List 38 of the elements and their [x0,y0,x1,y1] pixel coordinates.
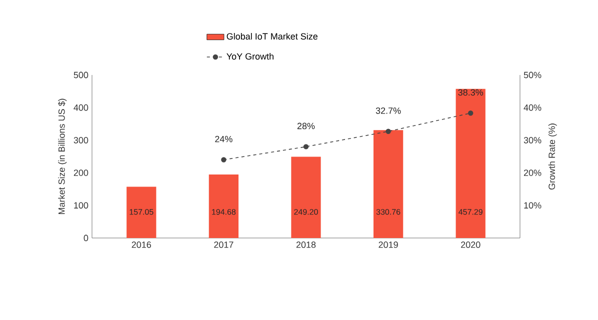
data-label: 457.29 [458,209,482,215]
point [468,110,474,116]
point [386,128,391,134]
y2-tick-label: 20% [524,170,542,176]
x-tick-label: 2018 [296,242,316,248]
data-label: 157.05 [130,209,154,215]
point [221,157,226,162]
y2-axis-title: Growth Rate (%) [548,124,557,190]
y-tick-label: 200 [74,170,88,176]
data-label: 249.20 [294,209,318,215]
x-tick-label: 2016 [132,242,151,248]
bar [456,88,486,238]
y-tick-label: 100 [74,202,88,209]
data-label: 38.3% [458,89,484,96]
bar [208,174,239,238]
data-label: 330.76 [376,209,400,215]
data-label: 24% [215,136,232,142]
y2-tick-label: 30% [524,137,542,144]
y2-tick-label: 40% [524,104,542,111]
data-label: 194.68 [212,209,236,215]
x-tick-label: 2017 [214,242,234,248]
y2-tick-label: 10% [524,202,542,209]
bar [126,186,156,238]
legend-label: YoY Growth [226,52,274,60]
y-tick-label: 0 [84,234,88,242]
x-tick-label: 2019 [378,242,398,248]
bar [373,130,404,238]
y-tick-label: 500 [74,72,88,78]
y-axis-title: Market Size (in Billions US $) [58,98,67,214]
y-tick-label: 300 [74,137,88,144]
legend-label: Global IoT Market Size [226,32,318,40]
point [303,144,309,150]
y2-tick-label: 50% [524,72,542,78]
bar [291,156,321,238]
data-label: 28% [297,122,315,130]
y-tick-label: 400 [74,104,88,111]
x-tick-label: 2020 [461,242,480,248]
data-label: 32.7% [376,107,401,114]
